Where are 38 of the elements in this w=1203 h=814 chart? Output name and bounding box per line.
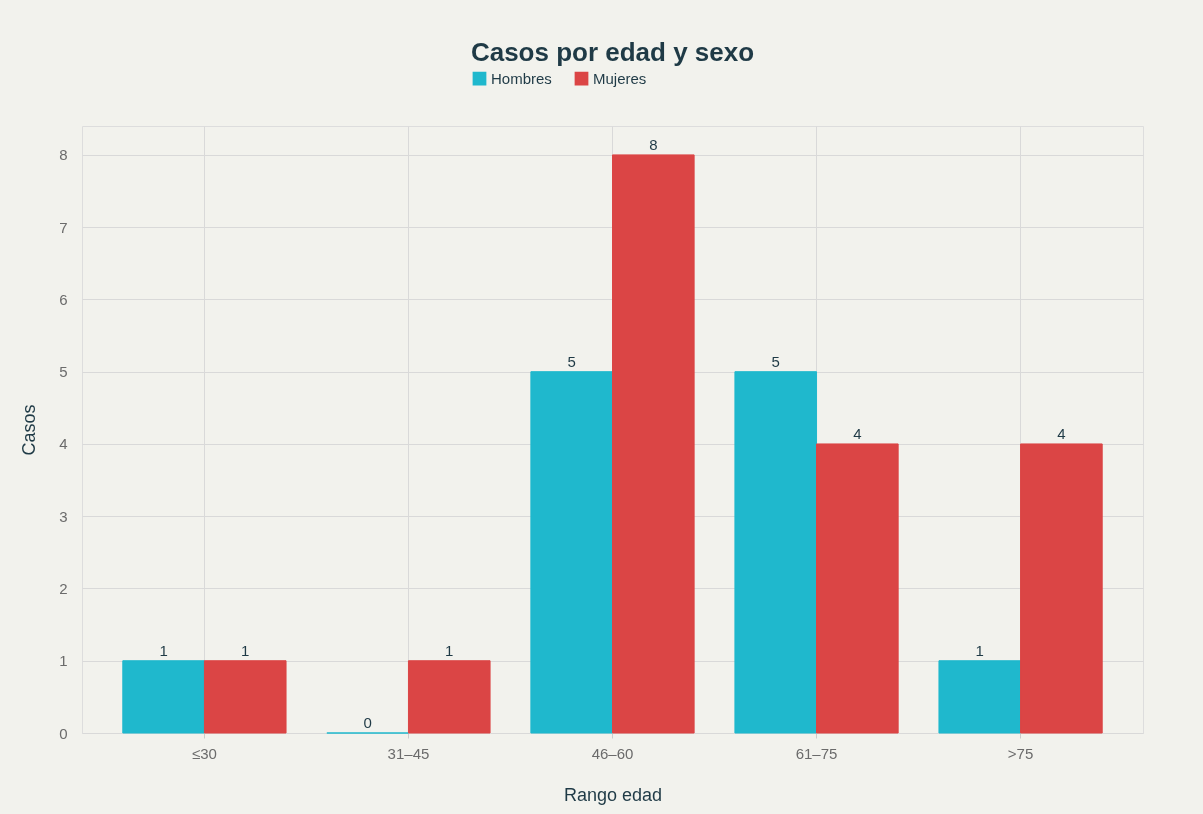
data-label: 8: [649, 135, 658, 153]
data-label: 1: [241, 641, 250, 659]
x-tick-label: >75: [1007, 744, 1034, 762]
x-tick-label: ≤30: [191, 744, 217, 762]
data-label: 0: [363, 714, 372, 731]
bar: [1020, 443, 1103, 734]
data-label: 1: [445, 641, 454, 659]
bar: [530, 371, 613, 734]
legend-label: Mujeres: [593, 69, 647, 87]
bar: [734, 371, 818, 734]
y-tick-label: 5: [59, 363, 68, 381]
data-label: 4: [1057, 424, 1066, 442]
data-label: 4: [853, 424, 862, 442]
bar: [122, 660, 205, 734]
x-axis-title: Rango edad: [563, 784, 663, 805]
y-tick-label: 3: [59, 507, 68, 525]
data-label: 1: [159, 641, 168, 659]
bar: [612, 154, 695, 734]
bar: [407, 660, 491, 734]
x-tick-label: 46–60: [591, 744, 634, 762]
y-tick-label: 2: [59, 579, 68, 597]
bar: [938, 660, 1022, 734]
x-tick-label: 31–45: [387, 744, 430, 762]
bar: [203, 660, 287, 734]
y-tick-label: 0: [59, 724, 68, 742]
y-tick-label: 6: [59, 290, 68, 308]
bar: [816, 443, 899, 734]
chart-title: Casos por edad y sexo: [470, 37, 755, 67]
y-tick-label: 8: [59, 146, 68, 164]
y-tick-label: 4: [59, 435, 68, 453]
y-tick-label: 1: [59, 652, 68, 670]
legend-label: Hombres: [491, 69, 552, 87]
x-tick-label: 61–75: [795, 744, 838, 762]
data-label: 5: [771, 352, 780, 370]
y-axis-title: Casos: [19, 404, 40, 456]
y-tick-label: 7: [59, 218, 68, 236]
data-label: 1: [975, 641, 984, 659]
data-label: 5: [567, 352, 576, 370]
